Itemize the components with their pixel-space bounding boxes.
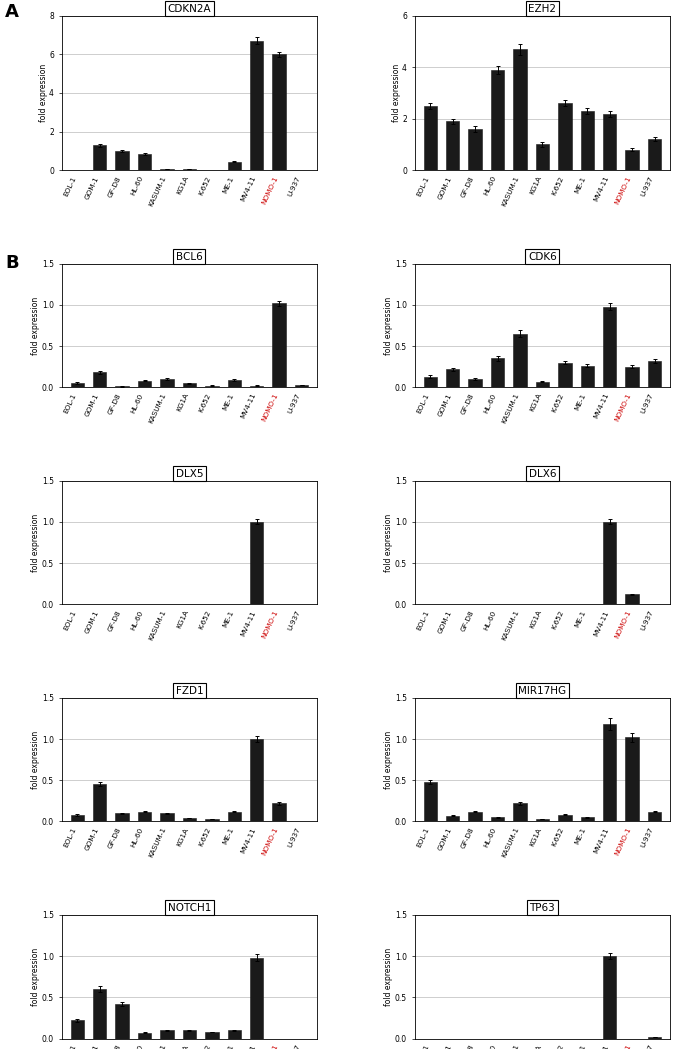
Title: BCL6: BCL6	[176, 252, 203, 261]
Y-axis label: fold expression: fold expression	[31, 513, 40, 572]
Bar	[536, 145, 549, 170]
Bar	[603, 724, 616, 821]
Bar	[116, 813, 129, 821]
Bar	[625, 367, 639, 387]
Bar	[423, 106, 437, 170]
Bar	[228, 1030, 241, 1039]
Bar	[116, 151, 129, 170]
Bar	[581, 817, 594, 821]
Bar	[250, 740, 263, 821]
Bar	[625, 595, 639, 604]
Y-axis label: fold expression: fold expression	[384, 297, 393, 355]
Bar	[138, 381, 151, 387]
Title: TP63: TP63	[529, 903, 555, 913]
Bar	[625, 737, 639, 821]
Bar	[648, 361, 661, 387]
Bar	[295, 385, 308, 387]
Bar	[138, 812, 151, 821]
Bar	[183, 1030, 196, 1039]
Bar	[205, 386, 219, 387]
Bar	[138, 154, 151, 170]
Bar	[469, 812, 482, 821]
Bar	[558, 363, 572, 387]
Title: CDKN2A: CDKN2A	[168, 3, 211, 14]
Bar	[491, 817, 504, 821]
Title: DLX5: DLX5	[176, 469, 203, 478]
Bar	[625, 150, 639, 170]
Bar	[183, 383, 196, 387]
Bar	[93, 145, 107, 170]
Bar	[491, 70, 504, 170]
Y-axis label: fold expression: fold expression	[384, 947, 393, 1006]
Y-axis label: fold expression: fold expression	[31, 730, 40, 789]
Title: CDK6: CDK6	[528, 252, 557, 261]
Bar	[491, 359, 504, 387]
Bar	[250, 386, 263, 387]
Bar	[446, 369, 460, 387]
Bar	[250, 41, 263, 170]
Bar	[93, 372, 107, 387]
Bar	[228, 812, 241, 821]
Bar	[272, 804, 286, 821]
Bar	[536, 819, 549, 821]
Bar	[513, 804, 527, 821]
Bar	[446, 122, 460, 170]
Bar	[228, 162, 241, 170]
Y-axis label: fold expression: fold expression	[39, 64, 48, 122]
Title: DLX6: DLX6	[529, 469, 556, 478]
Bar	[648, 140, 661, 170]
Bar	[70, 383, 84, 387]
Bar	[160, 169, 174, 170]
Bar	[536, 382, 549, 387]
Y-axis label: fold expression: fold expression	[384, 730, 393, 789]
Bar	[228, 380, 241, 387]
Bar	[513, 49, 527, 170]
Y-axis label: fold expression: fold expression	[384, 513, 393, 572]
Title: NOTCH1: NOTCH1	[168, 903, 211, 913]
Title: FZD1: FZD1	[176, 686, 203, 695]
Bar	[469, 379, 482, 387]
Bar	[272, 303, 286, 387]
Bar	[70, 815, 84, 821]
Bar	[93, 785, 107, 821]
Bar	[423, 782, 437, 821]
Bar	[469, 129, 482, 170]
Bar	[93, 989, 107, 1039]
Bar	[183, 169, 196, 170]
Bar	[116, 1004, 129, 1039]
Bar	[423, 377, 437, 387]
Y-axis label: fold expression: fold expression	[392, 64, 401, 122]
Bar	[581, 366, 594, 387]
Bar	[558, 815, 572, 821]
Bar	[581, 111, 594, 170]
Bar	[250, 958, 263, 1039]
Bar	[648, 1036, 661, 1039]
Title: MIR17HG: MIR17HG	[518, 686, 566, 695]
Bar	[160, 379, 174, 387]
Text: B: B	[5, 254, 19, 272]
Bar	[183, 818, 196, 821]
Bar	[205, 819, 219, 821]
Bar	[648, 812, 661, 821]
Bar	[160, 1030, 174, 1039]
Y-axis label: fold expression: fold expression	[31, 297, 40, 355]
Bar	[70, 1021, 84, 1039]
Bar	[205, 1032, 219, 1039]
Bar	[272, 55, 286, 170]
Bar	[160, 813, 174, 821]
Text: A: A	[5, 3, 19, 21]
Bar	[513, 334, 527, 387]
Title: EZH2: EZH2	[529, 3, 556, 14]
Bar	[558, 103, 572, 170]
Bar	[603, 522, 616, 604]
Y-axis label: fold expression: fold expression	[31, 947, 40, 1006]
Bar	[446, 816, 460, 821]
Bar	[603, 306, 616, 387]
Bar	[138, 1033, 151, 1039]
Bar	[250, 522, 263, 604]
Bar	[603, 956, 616, 1039]
Bar	[603, 113, 616, 170]
